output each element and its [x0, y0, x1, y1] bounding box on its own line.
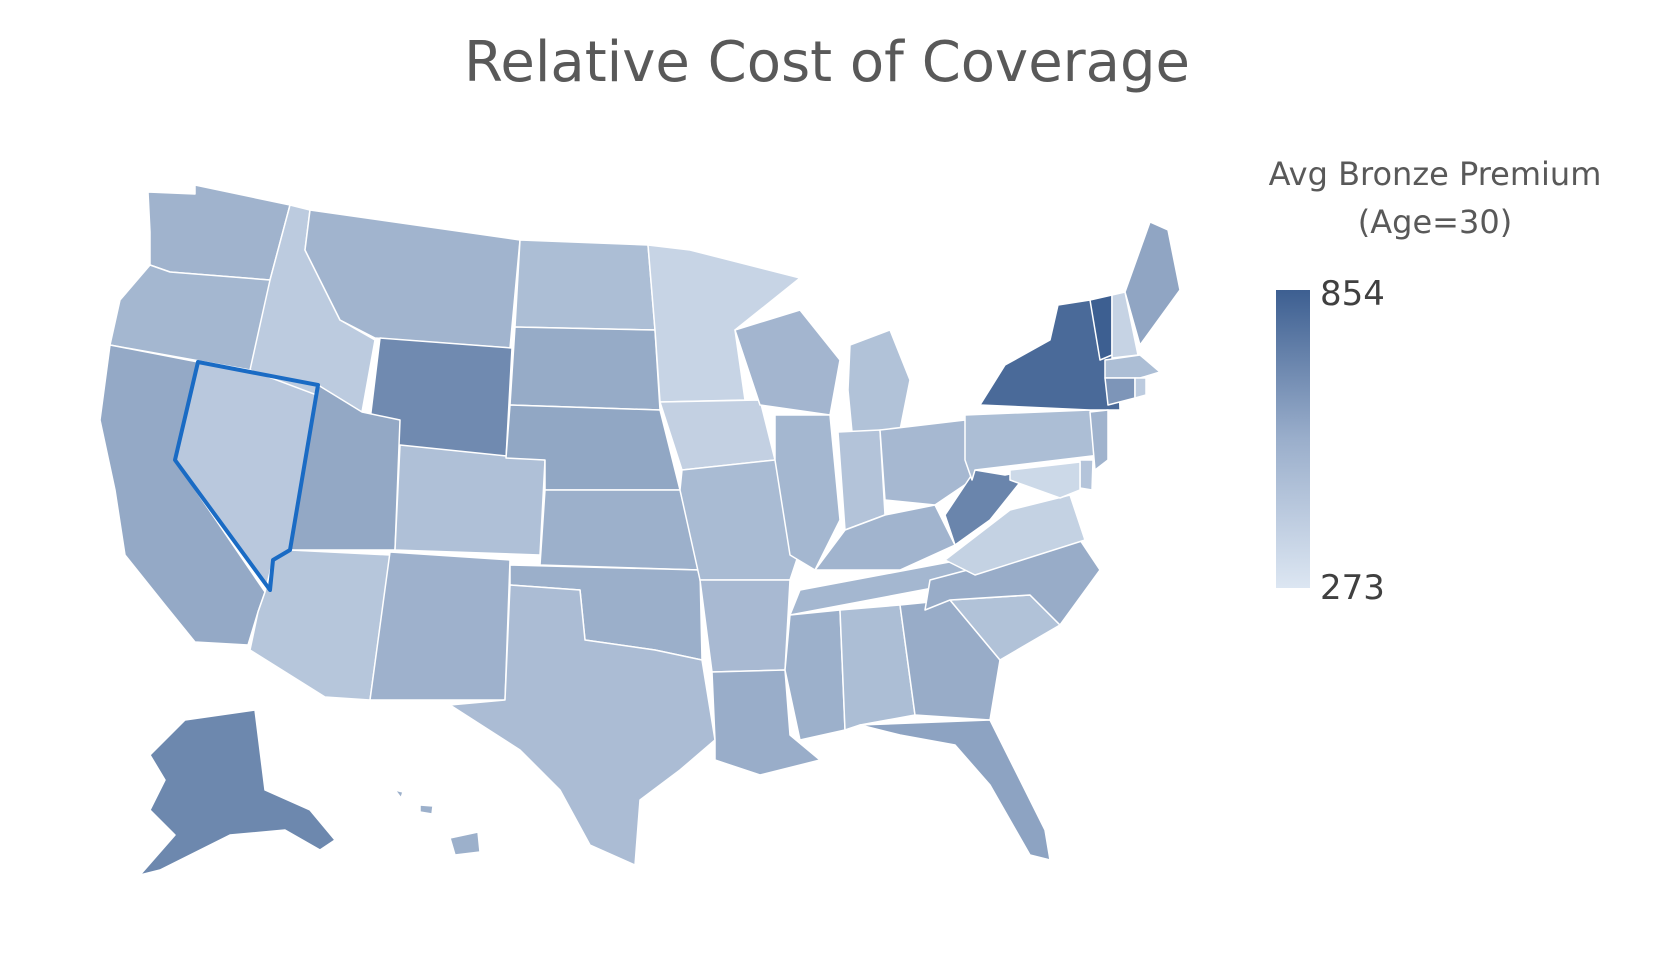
state-virginia[interactable] [944, 494, 1086, 576]
state-colorado[interactable] [394, 444, 546, 556]
state-hawaii-islands[interactable] [394, 789, 434, 815]
state-minnesota[interactable] [647, 244, 801, 403]
legend-title-line2: (Age=30) [1357, 203, 1513, 241]
state-indiana[interactable] [837, 429, 886, 531]
state-ohio[interactable] [879, 419, 973, 506]
legend-color-scale [1276, 290, 1310, 588]
state-south-dakota[interactable] [509, 326, 661, 411]
selected-state-outline [173, 360, 320, 592]
state-hawaii[interactable] [449, 831, 481, 856]
state-iowa[interactable] [659, 399, 776, 471]
state-michigan[interactable] [847, 329, 911, 433]
state-north-dakota[interactable] [514, 239, 656, 331]
state-washington[interactable] [147, 184, 291, 281]
state-alaska[interactable] [139, 709, 336, 876]
state-texas[interactable] [449, 584, 716, 866]
state-kentucky[interactable] [814, 504, 956, 571]
state-louisiana[interactable] [711, 669, 821, 776]
state-north-carolina[interactable] [924, 539, 1101, 626]
legend-title: Avg Bronze Premium (Age=30) [1230, 150, 1640, 246]
state-new-mexico[interactable] [369, 551, 511, 701]
state-maryland[interactable] [1009, 461, 1081, 499]
legend-min-label: 273 [1320, 568, 1385, 608]
state-maine[interactable] [1124, 221, 1181, 346]
state-kansas[interactable] [539, 489, 701, 571]
state-delaware[interactable] [1079, 459, 1094, 491]
state-alabama[interactable] [839, 604, 916, 731]
state-wisconsin[interactable] [734, 309, 841, 416]
state-rhode-island[interactable] [1134, 377, 1147, 399]
state-connecticut[interactable] [1104, 377, 1136, 406]
map-title: Relative Cost of Coverage [463, 30, 1190, 95]
legend-max-label: 854 [1320, 274, 1385, 314]
state-new-jersey[interactable] [1089, 409, 1109, 471]
state-florida[interactable] [859, 719, 1051, 861]
state-arkansas[interactable] [699, 579, 791, 673]
legend-title-line1: Avg Bronze Premium [1268, 155, 1602, 193]
state-mississippi[interactable] [784, 609, 846, 741]
state-massachusetts[interactable] [1104, 354, 1161, 379]
